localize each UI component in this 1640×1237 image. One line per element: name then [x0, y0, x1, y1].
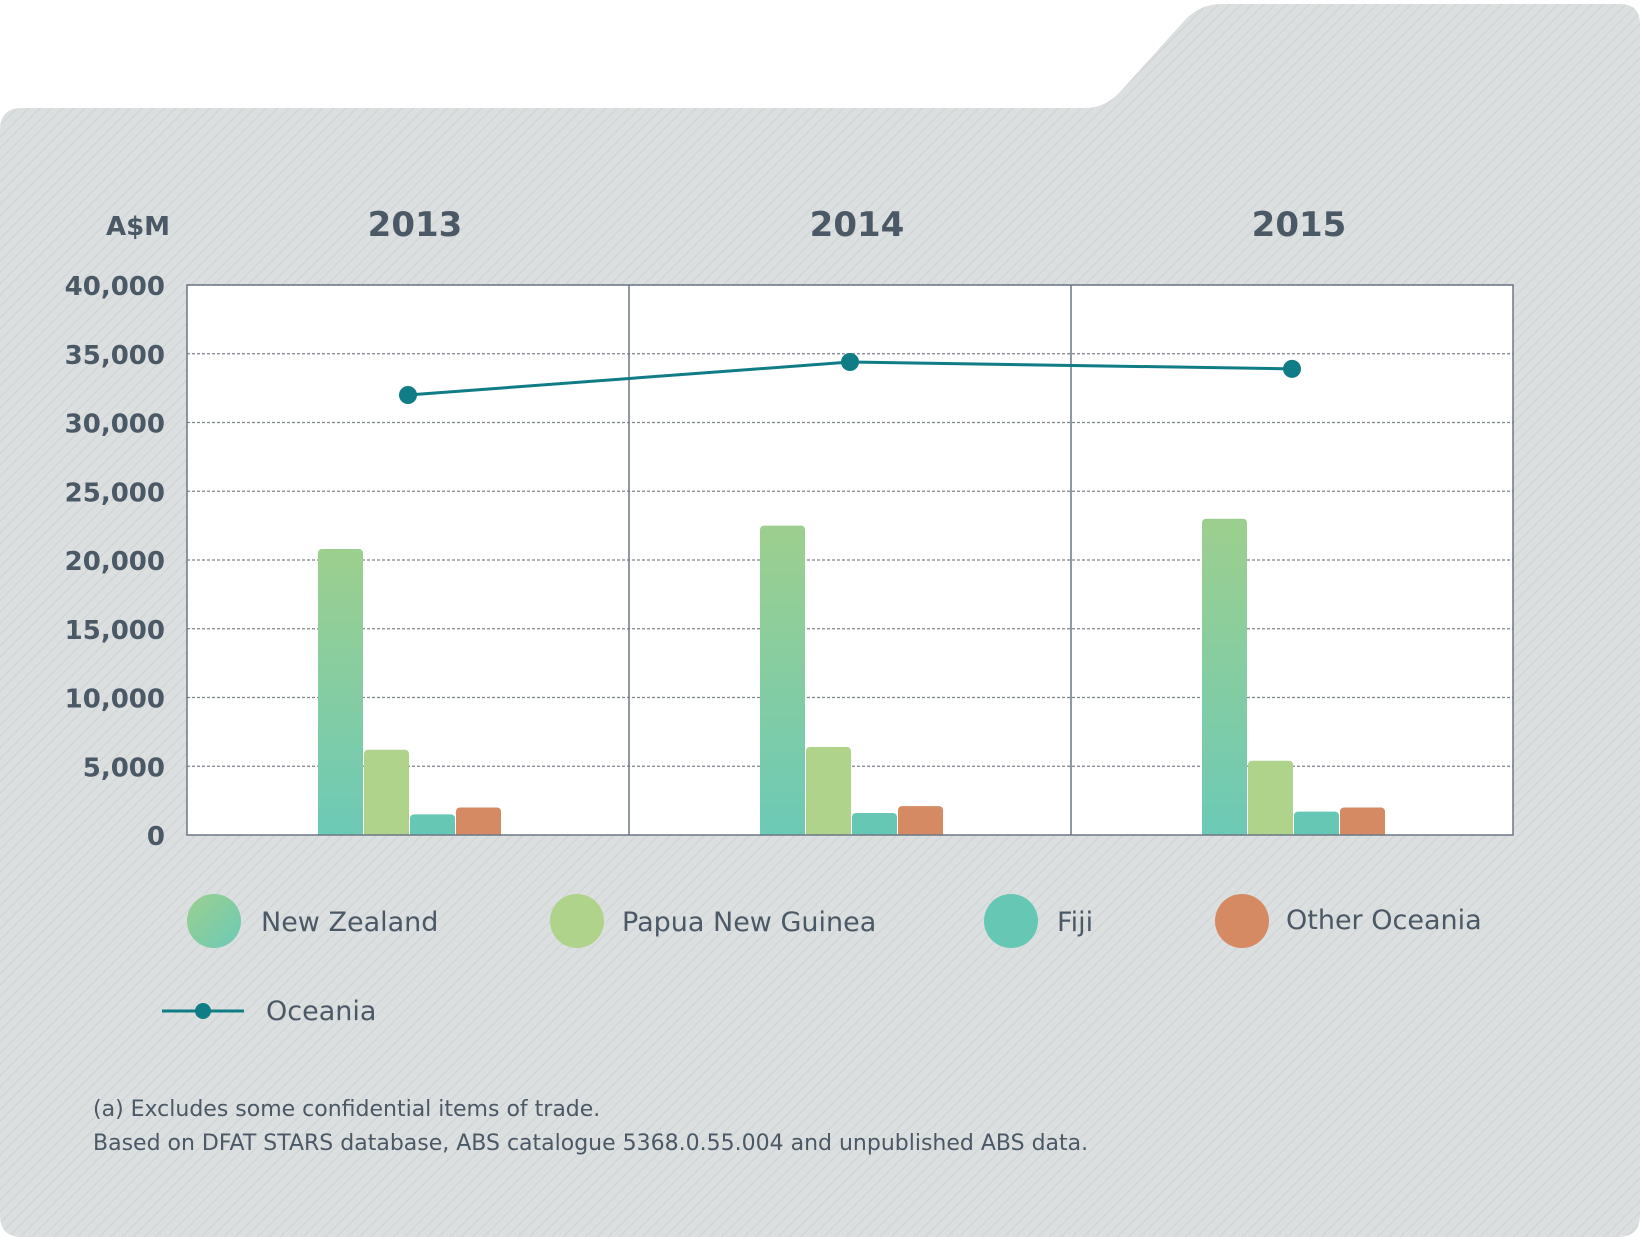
- bar-base-fiji-2013: [410, 820, 455, 835]
- legend-label-new-zealand: New Zealand: [261, 907, 438, 938]
- bar-base-papua-new-guinea-2014: [806, 753, 851, 835]
- y-tick-label: 10,000: [65, 685, 165, 715]
- bar-base-papua-new-guinea-2013: [364, 755, 409, 835]
- bar-base-new-zealand-2014: [760, 531, 805, 835]
- bar-base-fiji-2014: [852, 819, 897, 835]
- legend-label-fiji: Fiji: [1057, 907, 1093, 938]
- y-tick-label: 30,000: [65, 410, 165, 440]
- oceania-line: [399, 353, 1301, 404]
- legend: New Zealand Papua New Guinea Fiji Other …: [162, 894, 1482, 1027]
- bar-base-papua-new-guinea-2015: [1248, 766, 1293, 835]
- bars: [318, 518, 1385, 835]
- bar-base-new-zealand-2013: [318, 555, 363, 835]
- legend-swatch-fiji: [984, 894, 1038, 948]
- y-tick-label: 5,000: [83, 753, 165, 783]
- bar-base-new-zealand-2015: [1202, 524, 1247, 835]
- legend-swatch-new-zealand: [187, 894, 241, 948]
- year-label: 2013: [368, 205, 463, 245]
- bar-base-other-oceania-2013: [456, 813, 501, 835]
- bar-base-other-oceania-2015: [1340, 813, 1385, 835]
- y-axis-ticks: 40,000 35,000 30,000 25,000 20,000 15,000 10,0…: [65, 272, 165, 852]
- bar-base-other-oceania-2014: [898, 812, 943, 835]
- y-tick-label: 40,000: [65, 272, 165, 302]
- y-axis-unit: A$M: [106, 212, 170, 242]
- y-tick-label: 20,000: [65, 547, 165, 577]
- legend-label-papua-new-guinea: Papua New Guinea: [622, 907, 876, 938]
- y-tick-label: 15,000: [65, 616, 165, 646]
- oceania-point-2014: [841, 353, 859, 371]
- year-separators: [628, 285, 1072, 835]
- y-tick-label: 0: [147, 822, 165, 852]
- oceania-point-2013: [399, 386, 417, 404]
- footnote: (a) Excludes some confidential items of …: [93, 1097, 600, 1122]
- year-labels: 2013 2014 2015: [368, 205, 1347, 245]
- legend-swatch-papua-new-guinea: [550, 894, 604, 948]
- oceania-point-2015: [1283, 359, 1301, 378]
- source-note: Based on DFAT STARS database, ABS catalo…: [93, 1131, 1088, 1156]
- year-label: 2015: [1252, 205, 1347, 245]
- year-label: 2014: [810, 205, 905, 245]
- legend-swatch-oceania-marker: [195, 1003, 211, 1019]
- y-tick-label: 25,000: [65, 478, 165, 508]
- legend-label-other-oceania: Other Oceania: [1286, 905, 1482, 936]
- bar-base-fiji-2015: [1294, 817, 1339, 835]
- legend-swatch-other-oceania: [1215, 894, 1269, 948]
- legend-label-oceania: Oceania: [266, 996, 376, 1027]
- plot-frame: [186, 284, 1514, 836]
- y-tick-label: 35,000: [65, 341, 165, 371]
